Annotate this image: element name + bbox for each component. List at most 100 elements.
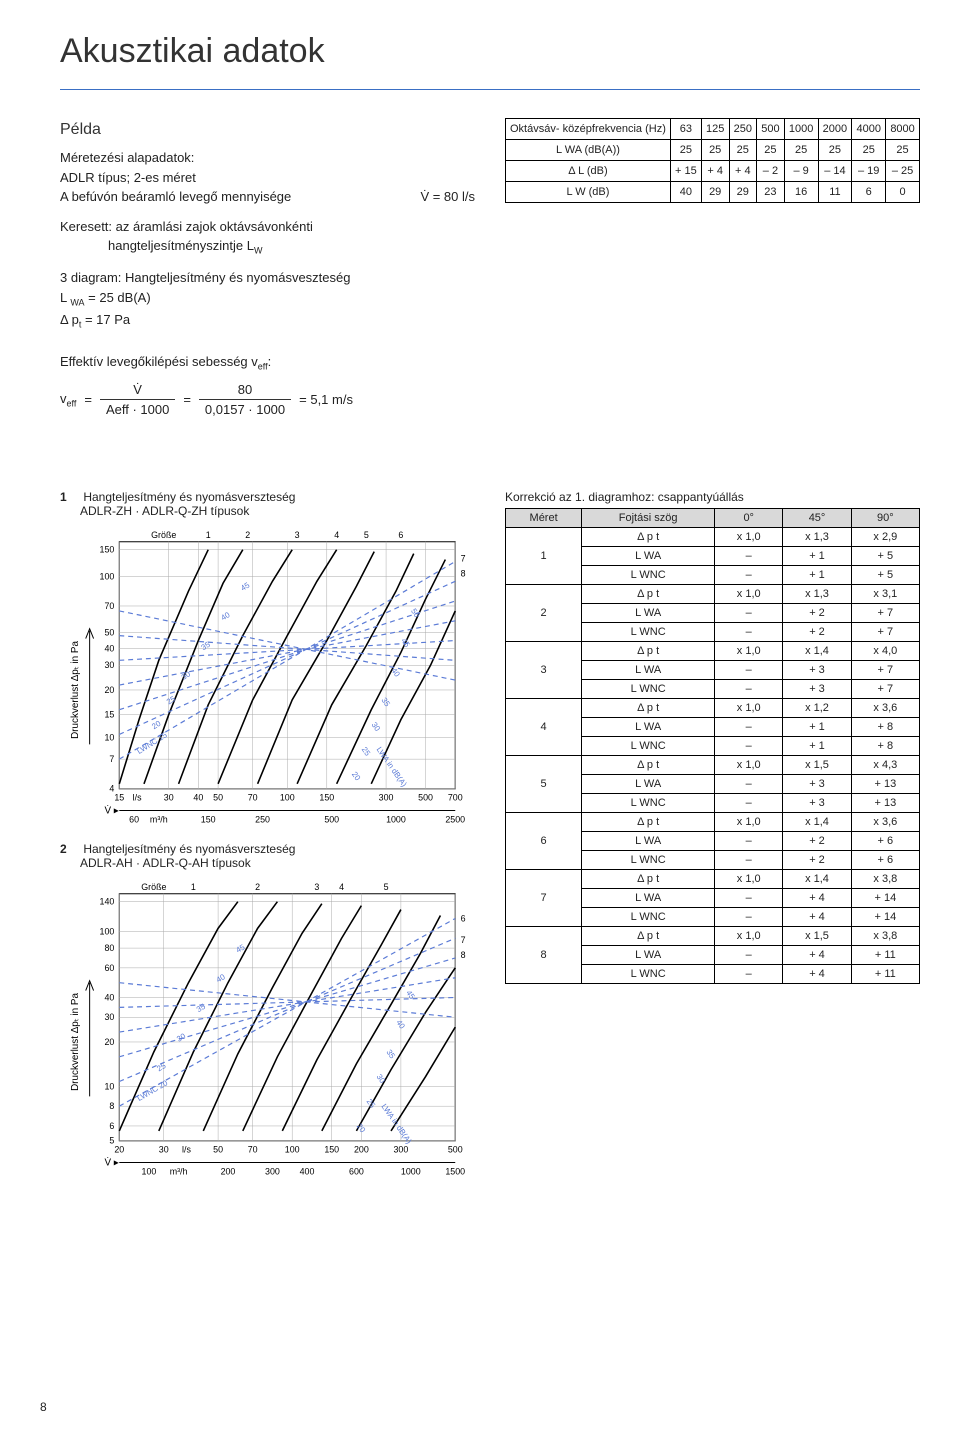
corr-cell: + 7 (851, 660, 919, 679)
eq-sign-2: = (183, 390, 191, 410)
chart1-label: 2 (245, 530, 250, 540)
corr-cell: – (715, 945, 783, 964)
corr-cell: – (715, 565, 783, 584)
corr-cell: + 1 (783, 565, 851, 584)
table-row: Δ L (dB) + 15 + 4 + 4 – 2 – 9 – 14 – 19 … (506, 161, 920, 182)
chart1-label: 7 (461, 553, 466, 563)
corr-cell: x 1,4 (783, 812, 851, 831)
octave-cell: 25 (729, 140, 757, 161)
table-row: 6Δ p tx 1,0x 1,4x 3,6 (506, 812, 920, 831)
eff-result: = 5,1 m/s (299, 390, 353, 410)
corr-metric: L WA (582, 945, 715, 964)
corr-head: 45° (783, 508, 851, 527)
corr-cell: + 2 (783, 603, 851, 622)
page-number: 8 (40, 1400, 47, 1414)
chart1-xtick-m3h: 500 (324, 814, 339, 824)
chart2-ylabel: Druckverlust Δpₜ in Pa (70, 993, 81, 1091)
octave-freq: 125 (701, 119, 729, 140)
octave-table: Oktávsáv- középfrekvencia (Hz) 63 125 25… (505, 118, 920, 203)
corr-cell: + 11 (851, 945, 919, 964)
chart2-xtick: 30 (159, 1145, 169, 1155)
chart2-ytick: 140 (100, 897, 115, 907)
example-line2: ADLR típus; 2-es méret (60, 168, 475, 188)
chart1-ytick: 100 (100, 571, 115, 581)
corr-cell: + 6 (851, 831, 919, 850)
corr-metric: L WA (582, 546, 715, 565)
corr-cell: – (715, 907, 783, 926)
corr-cell: + 4 (783, 945, 851, 964)
corr-metric: Δ p t (582, 869, 715, 888)
table-row: Méret Fojtási szög 0° 45° 90° (506, 508, 920, 527)
chart2-ytick: 80 (104, 943, 114, 953)
chart1-grosse: Größe (151, 530, 176, 540)
corr-size: 2 (506, 584, 582, 641)
effective-speed: Effektív levegőkilépési sebesség veff: v… (60, 352, 475, 420)
corr-metric: Δ p t (582, 527, 715, 546)
chart1-xtick: 15 (114, 793, 124, 803)
chart2-label: 1 (191, 882, 196, 892)
chart1-svg: 4 7 10 15 20 30 40 50 70 100 150 15 (60, 522, 475, 838)
chart1-xtick-m3h: 250 (255, 814, 270, 824)
table-row: 2Δ p tx 1,0x 1,3x 3,1 (506, 584, 920, 603)
corr-cell: – (715, 964, 783, 983)
chart1-xtick: 300 (379, 793, 394, 803)
frac1-num: V̇ (100, 380, 175, 401)
corr-cell: + 4 (783, 964, 851, 983)
example-line5a: 3 diagram: Hangteljesítmény és nyomásves… (60, 268, 475, 288)
corr-cell: x 1,0 (715, 527, 783, 546)
corr-metric: L WNC (582, 736, 715, 755)
chart2-xtick: 20 (114, 1145, 124, 1155)
corr-cell: – (715, 774, 783, 793)
chart2-label: 6 (461, 913, 466, 923)
octave-cell: 23 (757, 182, 785, 203)
chart1-title-b: ADLR-ZH · ADLR-Q-ZH típusok (80, 504, 249, 518)
corr-cell: + 2 (783, 622, 851, 641)
octave-cell: 11 (818, 182, 852, 203)
octave-freq: 4000 (852, 119, 886, 140)
corr-cell: + 8 (851, 736, 919, 755)
corr-cell: + 7 (851, 679, 919, 698)
chart2-ytick: 60 (104, 963, 114, 973)
octave-cell: + 15 (670, 161, 701, 182)
octave-cell: 29 (701, 182, 729, 203)
octave-cell: 25 (852, 140, 886, 161)
chart2-label: 4 (339, 882, 344, 892)
corr-cell: + 2 (783, 850, 851, 869)
chart2-xtick: 500 (448, 1145, 463, 1155)
corr-size: 8 (506, 926, 582, 983)
octave-cell: 25 (701, 140, 729, 161)
corr-cell: – (715, 736, 783, 755)
chart2-xtick: 300 (393, 1145, 408, 1155)
chart1-ytick: 50 (104, 628, 114, 638)
correction-title: Korrekció az 1. diagramhoz: csappantyúál… (505, 490, 920, 504)
octave-cell: – 19 (852, 161, 886, 182)
example-block: Példa Méretezési alapadatok: ADLR típus;… (60, 118, 475, 420)
corr-cell: x 1,4 (783, 869, 851, 888)
corr-metric: L WNC (582, 964, 715, 983)
corr-cell: – (715, 850, 783, 869)
chart2-ytick: 8 (109, 1101, 114, 1111)
corr-metric: L WNC (582, 907, 715, 926)
corr-cell: – (715, 831, 783, 850)
chart2-vdot: V̇ ▸ (104, 1157, 118, 1168)
octave-cell: – 9 (784, 161, 818, 182)
chart2-ytick: 20 (104, 1037, 114, 1047)
octave-freq: 2000 (818, 119, 852, 140)
corr-metric: L WA (582, 603, 715, 622)
corr-cell: + 14 (851, 888, 919, 907)
corr-cell: + 3 (783, 793, 851, 812)
corr-cell: – (715, 717, 783, 736)
chart1-xtick: 30 (164, 793, 174, 803)
corr-cell: x 1,5 (783, 755, 851, 774)
corr-cell: x 1,0 (715, 755, 783, 774)
chart2-xunit-ls: l/s (182, 1145, 191, 1155)
chart1-xtick-m3h: 60 (129, 814, 139, 824)
chart1-ytick: 40 (104, 643, 114, 653)
octave-head-label: Oktávsáv- középfrekvencia (Hz) (506, 119, 671, 140)
chart1-ytick: 70 (104, 601, 114, 611)
example-line5b: L (60, 290, 70, 305)
corr-size: 6 (506, 812, 582, 869)
chart2-xtick-m3h: 300 (265, 1166, 280, 1176)
eff-label-sub: eff (67, 398, 77, 408)
corr-metric: L WNC (582, 565, 715, 584)
